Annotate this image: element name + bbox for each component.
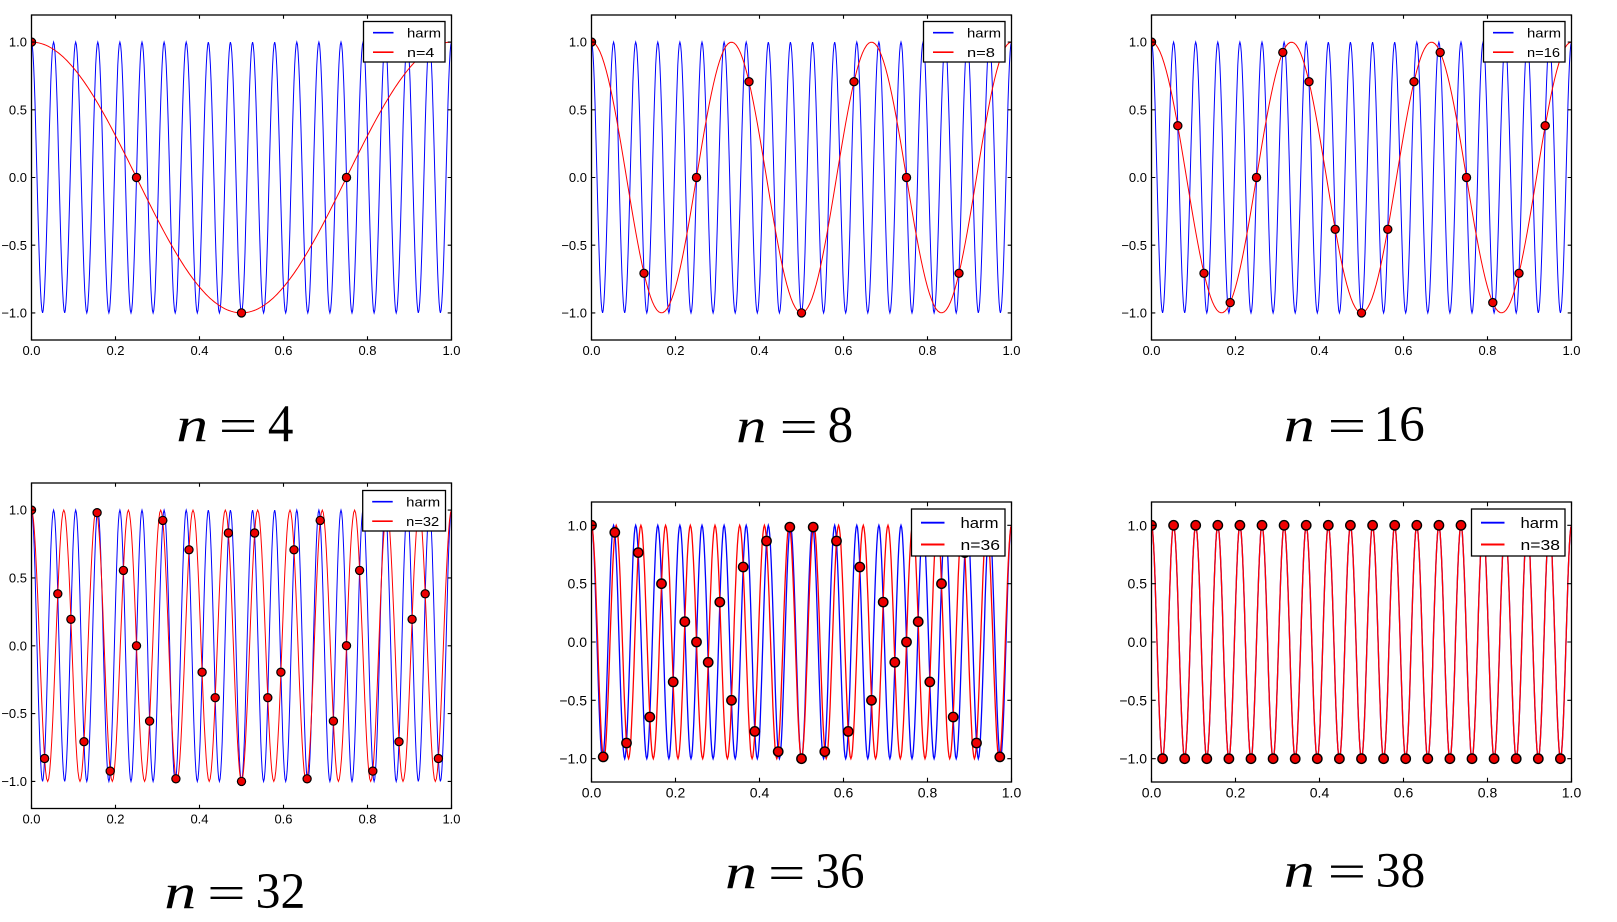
svg-text:1.0: 1.0 [569,35,587,50]
svg-text:0.0: 0.0 [568,634,588,650]
svg-text:harm: harm [407,25,441,40]
svg-text:0.8: 0.8 [1478,343,1496,358]
svg-text:0.0: 0.0 [569,170,587,185]
svg-text:0.4: 0.4 [190,811,208,826]
svg-text:0.6: 0.6 [834,785,854,801]
svg-text:0.0: 0.0 [9,170,27,185]
svg-text:0.6: 0.6 [1394,343,1412,358]
svg-text:0.2: 0.2 [106,811,124,826]
svg-text:−0.5: −0.5 [1121,238,1147,253]
svg-text:0.6: 0.6 [274,811,292,826]
svg-text:1.0: 1.0 [1128,517,1148,533]
svg-text:0.2: 0.2 [1226,785,1246,801]
svg-text:0.8: 0.8 [358,343,376,358]
svg-text:0.4: 0.4 [750,343,768,358]
svg-text:0.2: 0.2 [1226,343,1244,358]
svg-text:0.0: 0.0 [1142,785,1162,801]
svg-text:0.8: 0.8 [918,343,936,358]
svg-text:0.5: 0.5 [568,576,588,592]
svg-text:harm: harm [406,494,440,509]
svg-text:36: 36 [816,843,865,900]
svg-text:1.0: 1.0 [442,343,460,358]
svg-text:0.0: 0.0 [9,638,27,653]
svg-text:0.2: 0.2 [666,343,684,358]
svg-text:n=4: n=4 [407,45,434,60]
svg-text:n=38: n=38 [1521,537,1561,554]
svg-text:=: = [1328,844,1367,899]
svg-text:=: = [207,865,246,920]
svg-text:0.5: 0.5 [9,571,27,586]
svg-text:−0.5: −0.5 [561,238,587,253]
svg-text:0.6: 0.6 [1394,785,1414,801]
svg-text:0.0: 0.0 [22,811,40,826]
svg-text:0.8: 0.8 [918,785,938,801]
svg-text:1.0: 1.0 [1562,343,1580,358]
svg-text:0.0: 0.0 [1142,343,1160,358]
svg-text:0.8: 0.8 [358,811,376,826]
svg-text:harm: harm [961,515,999,532]
svg-text:1.0: 1.0 [1562,785,1582,801]
svg-text:0.2: 0.2 [106,343,124,358]
svg-text:1.0: 1.0 [9,503,27,518]
svg-text:−1.0: −1.0 [1,306,27,321]
svg-text:n: n [176,397,208,452]
svg-text:1.0: 1.0 [1129,35,1147,50]
svg-text:0.2: 0.2 [666,785,686,801]
svg-text:4: 4 [268,395,294,453]
svg-text:n: n [725,844,757,899]
svg-text:−1.0: −1.0 [1,774,27,789]
svg-text:−0.5: −0.5 [1,706,27,721]
svg-text:=: = [219,398,258,453]
svg-text:−0.5: −0.5 [559,692,587,708]
svg-text:1.0: 1.0 [568,517,588,533]
svg-text:=: = [780,399,818,454]
svg-text:0.5: 0.5 [569,102,587,117]
svg-text:0.4: 0.4 [1310,343,1328,358]
svg-text:0.8: 0.8 [1478,785,1498,801]
svg-text:n=32: n=32 [406,514,439,529]
svg-text:0.4: 0.4 [190,343,208,358]
svg-text:n: n [164,864,196,919]
svg-text:−1.0: −1.0 [561,306,587,321]
svg-text:0.6: 0.6 [834,343,852,358]
svg-text:0.0: 0.0 [1128,634,1148,650]
svg-text:0.0: 0.0 [582,343,600,358]
svg-text:n: n [1284,843,1315,898]
svg-text:1.0: 1.0 [9,35,27,50]
svg-text:n=16: n=16 [1527,45,1560,60]
svg-text:0.0: 0.0 [1129,170,1147,185]
svg-text:harm: harm [1521,515,1559,532]
svg-text:0.6: 0.6 [274,343,292,358]
svg-text:0.0: 0.0 [22,343,40,358]
svg-text:n: n [1284,397,1315,452]
svg-text:0.4: 0.4 [1310,785,1330,801]
svg-text:1.0: 1.0 [1002,343,1020,358]
svg-text:−0.5: −0.5 [1,238,27,253]
svg-text:−1.0: −1.0 [559,751,587,767]
svg-text:=: = [768,845,806,900]
svg-text:1.0: 1.0 [442,811,460,826]
svg-text:38: 38 [1376,842,1426,898]
svg-text:0.0: 0.0 [582,785,602,801]
svg-text:harm: harm [1527,25,1561,40]
svg-text:16: 16 [1374,396,1425,452]
svg-text:−1.0: −1.0 [1121,306,1147,321]
svg-text:0.5: 0.5 [1128,576,1148,592]
svg-text:n: n [736,398,766,453]
svg-text:8: 8 [828,397,854,454]
svg-text:n=36: n=36 [961,537,1001,554]
svg-text:n=8: n=8 [967,45,995,60]
svg-text:harm: harm [967,25,1001,40]
svg-text:−1.0: −1.0 [1119,751,1147,767]
svg-text:1.0: 1.0 [1002,785,1022,801]
svg-text:−0.5: −0.5 [1119,692,1147,708]
svg-text:=: = [1328,398,1367,453]
svg-text:0.4: 0.4 [750,785,770,801]
svg-text:32: 32 [256,863,306,920]
svg-text:0.5: 0.5 [1129,102,1147,117]
svg-text:0.5: 0.5 [9,102,27,117]
